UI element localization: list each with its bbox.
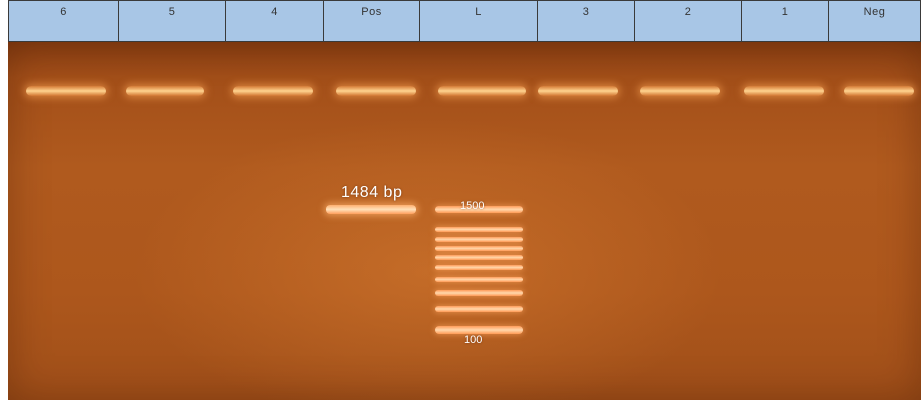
well-lane-3	[538, 86, 618, 96]
ladder-band	[435, 277, 523, 282]
ladder-band	[435, 246, 523, 251]
well-lane-4	[233, 86, 313, 96]
lane-label-pos: Pos	[323, 0, 419, 42]
lane-label-6: 6	[8, 0, 118, 42]
lane-label-ladder: L	[419, 0, 537, 42]
well-lane-ladder	[438, 86, 526, 96]
gel-image: 1484 bp 1500 100	[8, 42, 921, 400]
ladder-band	[435, 255, 523, 260]
ladder-band	[435, 326, 523, 334]
ladder-band	[435, 206, 523, 213]
ladder-band	[435, 306, 523, 312]
lane-label-1: 1	[741, 0, 828, 42]
well-lane-6	[26, 86, 106, 96]
well-lane-pos	[336, 86, 416, 96]
pos-band	[326, 205, 416, 214]
lane-label-4: 4	[225, 0, 323, 42]
band-size-label: 1484 bp	[341, 184, 403, 201]
well-lane-5	[126, 86, 204, 96]
ladder-band	[435, 290, 523, 296]
lane-header: 6 5 4 Pos L 3 2 1 Neg	[8, 0, 921, 42]
lane-label-neg: Neg	[828, 0, 921, 42]
ladder-band	[435, 265, 523, 270]
ladder-bottom-label: 100	[464, 334, 483, 346]
ladder-band	[435, 227, 523, 232]
ladder-top-label: 1500	[460, 200, 485, 212]
well-lane-1	[744, 86, 824, 96]
ladder-band	[435, 237, 523, 242]
lane-label-5: 5	[118, 0, 225, 42]
well-lane-neg	[844, 86, 914, 96]
lane-label-2: 2	[634, 0, 741, 42]
well-lane-2	[640, 86, 720, 96]
lane-label-3: 3	[537, 0, 634, 42]
